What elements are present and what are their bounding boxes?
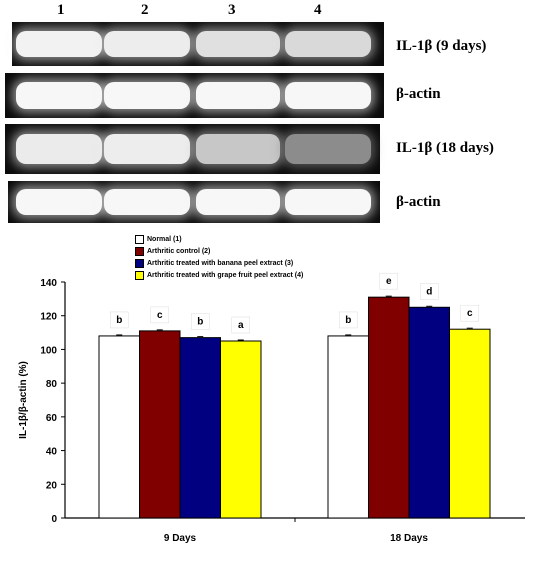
gel-band-1-2 — [196, 82, 280, 109]
legend-label-3: Arthritic treated with banana peel extra… — [147, 259, 294, 267]
sig-box-2-0 — [150, 306, 169, 324]
gel-band-0-0 — [16, 30, 102, 58]
gel-band-1-1 — [104, 82, 190, 109]
gel-band-2-0 — [16, 134, 102, 164]
sig-letter-3-0: b — [197, 317, 203, 328]
legend-item-2: Arthritic control (2) — [135, 245, 303, 257]
lane-number-2: 2 — [141, 2, 149, 18]
gel-band-3-1 — [104, 189, 190, 215]
legend-item-4: Arthritic treated with grape fruit peel … — [135, 269, 303, 281]
gel-band-3-2 — [196, 189, 280, 215]
y-tick-label-6: 120 — [40, 312, 57, 323]
sig-letter-1-0: b — [116, 315, 122, 326]
sig-letter-1-1: b — [345, 315, 351, 326]
gel-band-2-3 — [285, 134, 371, 164]
gel-panel-2 — [5, 124, 380, 174]
chart-legend: Normal (1) Arthritic control (2) Arthrit… — [135, 233, 303, 281]
gel-panel-1 — [5, 73, 384, 118]
x-category-label-1: 18 Days — [390, 533, 428, 544]
gel-label-0: IL-1β (9 days) — [396, 38, 487, 54]
gel-label-1: β-actin — [396, 86, 441, 102]
bar-1-1 — [327, 335, 369, 519]
gel-band-2-2 — [196, 134, 280, 164]
sig-box-1-1 — [339, 311, 358, 329]
sig-box-3-0 — [191, 313, 210, 330]
sig-letter-4-1: c — [467, 308, 473, 319]
gel-band-1-0 — [16, 82, 102, 109]
sig-box-3-1 — [420, 283, 439, 300]
gel-band-3-0 — [16, 189, 102, 215]
y-tick-label-5: 100 — [40, 345, 57, 356]
sig-box-2-1 — [379, 272, 398, 290]
sig-box-1-0 — [110, 311, 129, 329]
bar-3-0 — [179, 337, 221, 519]
legend-swatch-4 — [135, 270, 144, 280]
gel-label-3: β-actin — [396, 194, 441, 210]
legend-swatch-1 — [135, 234, 144, 244]
gel-band-0-2 — [196, 30, 280, 58]
y-tick-label-0: 0 — [51, 514, 57, 525]
y-tick-label-4: 80 — [46, 379, 58, 390]
sig-letter-2-1: e — [386, 276, 392, 287]
bar-1-0 — [98, 335, 140, 519]
y-tick-label-3: 60 — [46, 413, 58, 424]
bar-2-1 — [368, 296, 410, 519]
bar-4-0 — [220, 340, 262, 519]
gel-panel-3 — [8, 181, 380, 223]
y-tick-label-2: 40 — [46, 447, 58, 458]
legend-label-4: Arthritic treated with grape fruit peel … — [147, 271, 304, 279]
gel-band-0-3 — [285, 30, 371, 58]
lane-number-4: 4 — [314, 2, 322, 18]
bar-4-1 — [449, 328, 491, 519]
x-category-label-0: 9 Days — [164, 533, 197, 544]
legend-item-3: Arthritic treated with banana peel extra… — [135, 257, 303, 269]
y-tick-label-1: 20 — [46, 480, 58, 491]
sig-letter-3-1: d — [426, 286, 432, 297]
gel-band-2-1 — [104, 134, 190, 164]
legend-label-1: Normal (1) — [147, 235, 182, 243]
sig-box-4-1 — [460, 304, 479, 322]
sig-letter-4-0: a — [238, 320, 244, 331]
bar-3-1 — [408, 306, 450, 519]
gel-panel-0 — [12, 22, 384, 66]
sig-box-4-0 — [231, 316, 250, 334]
gel-band-0-1 — [104, 30, 190, 58]
lane-number-1: 1 — [57, 2, 65, 18]
sig-letter-2-0: c — [157, 310, 163, 321]
y-tick-label-7: 140 — [40, 278, 57, 289]
y-axis-title: IL-1β/β-actin (%) — [18, 361, 29, 439]
gel-label-2: IL-1β (18 days) — [396, 140, 494, 156]
bar-chart: 0 20 40 60 80 100 120 140 IL-1β/β-actin (%) 9 Day… — [18, 272, 525, 544]
legend-swatch-2 — [135, 246, 144, 256]
legend-label-2: Arthritic control (2) — [147, 247, 211, 255]
gel-band-3-3 — [285, 189, 371, 215]
gel-band-1-3 — [285, 82, 371, 109]
lane-number-3: 3 — [228, 2, 236, 18]
legend-item-1: Normal (1) — [135, 233, 303, 245]
bar-2-0 — [139, 330, 181, 519]
legend-swatch-3 — [135, 258, 144, 268]
